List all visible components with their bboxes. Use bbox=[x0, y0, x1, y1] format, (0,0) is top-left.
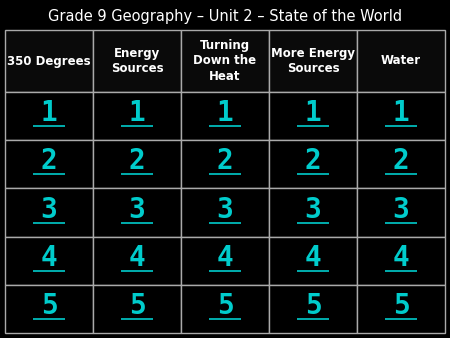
Bar bbox=[5, 237, 93, 285]
Text: 5: 5 bbox=[216, 292, 234, 320]
Bar bbox=[269, 140, 357, 188]
Text: Water: Water bbox=[381, 54, 421, 68]
Text: Energy
Sources: Energy Sources bbox=[111, 47, 163, 75]
Text: 5: 5 bbox=[305, 292, 321, 320]
Bar bbox=[357, 285, 445, 333]
Text: More Energy
Sources: More Energy Sources bbox=[271, 47, 355, 75]
Text: 1: 1 bbox=[129, 99, 145, 127]
Text: 4: 4 bbox=[392, 244, 410, 272]
Text: 4: 4 bbox=[129, 244, 145, 272]
Text: 5: 5 bbox=[40, 292, 58, 320]
Bar bbox=[5, 285, 93, 333]
Text: 4: 4 bbox=[40, 244, 58, 272]
Text: 3: 3 bbox=[392, 195, 410, 223]
Text: 1: 1 bbox=[216, 99, 234, 127]
Bar bbox=[181, 140, 269, 188]
Text: 5: 5 bbox=[392, 292, 410, 320]
Bar bbox=[93, 237, 181, 285]
Bar bbox=[93, 30, 181, 92]
Text: 3: 3 bbox=[216, 195, 234, 223]
Bar bbox=[269, 30, 357, 92]
Text: 2: 2 bbox=[392, 147, 410, 175]
Text: Grade 9 Geography – Unit 2 – State of the World: Grade 9 Geography – Unit 2 – State of th… bbox=[48, 8, 402, 24]
Bar bbox=[269, 285, 357, 333]
Bar bbox=[5, 30, 93, 92]
Text: 3: 3 bbox=[305, 195, 321, 223]
Bar bbox=[5, 188, 93, 237]
Bar bbox=[93, 188, 181, 237]
Bar bbox=[181, 30, 269, 92]
Bar bbox=[181, 237, 269, 285]
Bar bbox=[269, 92, 357, 140]
Bar bbox=[357, 30, 445, 92]
Bar bbox=[269, 188, 357, 237]
Text: 2: 2 bbox=[305, 147, 321, 175]
Bar bbox=[5, 92, 93, 140]
Bar bbox=[357, 188, 445, 237]
Bar bbox=[269, 237, 357, 285]
Bar bbox=[93, 92, 181, 140]
Bar bbox=[357, 140, 445, 188]
Text: Turning
Down the
Heat: Turning Down the Heat bbox=[194, 40, 256, 82]
Text: 1: 1 bbox=[40, 99, 58, 127]
Bar bbox=[357, 92, 445, 140]
Bar bbox=[5, 140, 93, 188]
Bar bbox=[181, 92, 269, 140]
Text: 1: 1 bbox=[392, 99, 410, 127]
Text: 2: 2 bbox=[129, 147, 145, 175]
Text: 2: 2 bbox=[40, 147, 58, 175]
Text: 4: 4 bbox=[305, 244, 321, 272]
Bar bbox=[93, 140, 181, 188]
Text: 3: 3 bbox=[129, 195, 145, 223]
Text: 5: 5 bbox=[129, 292, 145, 320]
Text: 350 Degrees: 350 Degrees bbox=[7, 54, 91, 68]
Bar bbox=[357, 237, 445, 285]
Bar bbox=[181, 285, 269, 333]
Text: 4: 4 bbox=[216, 244, 234, 272]
Bar bbox=[181, 188, 269, 237]
Text: 1: 1 bbox=[305, 99, 321, 127]
Text: 2: 2 bbox=[216, 147, 234, 175]
Bar bbox=[93, 285, 181, 333]
Text: 3: 3 bbox=[40, 195, 58, 223]
